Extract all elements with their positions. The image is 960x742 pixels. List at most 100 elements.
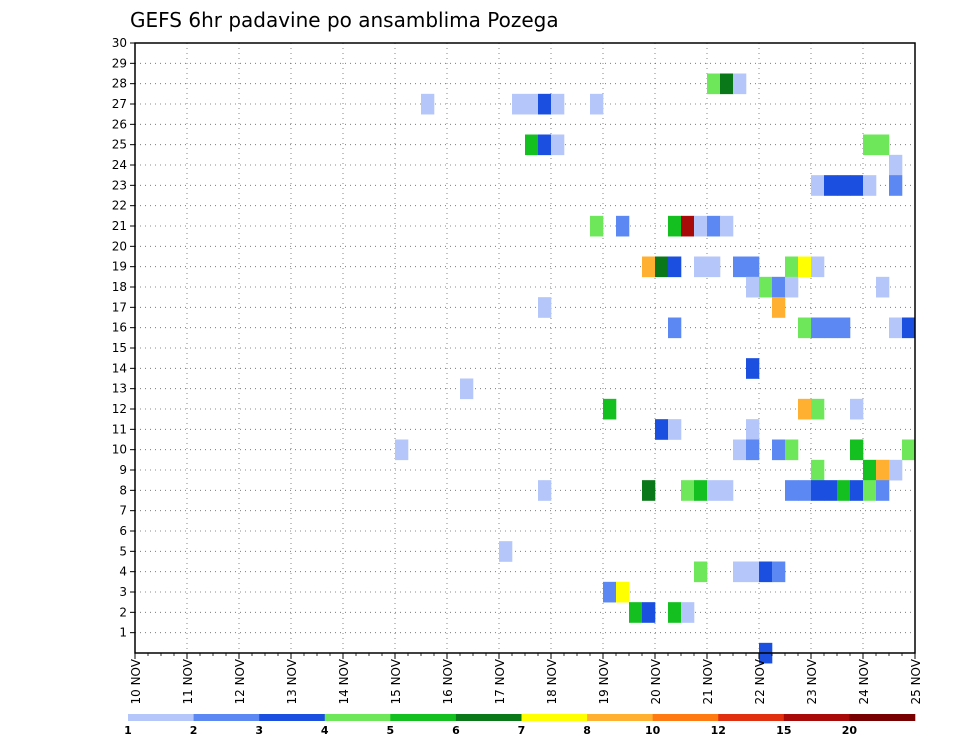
y-tick-label: 24 xyxy=(112,158,127,172)
y-tick-label: 2 xyxy=(119,605,127,619)
precip-cell xyxy=(902,317,916,339)
precip-cell xyxy=(863,459,877,481)
y-tick-label: 18 xyxy=(112,280,127,294)
x-tick-label: 19 NOV xyxy=(597,658,611,704)
precip-cell xyxy=(837,175,851,196)
precip-cell xyxy=(694,256,708,278)
precip-cell xyxy=(902,439,916,461)
precip-cell xyxy=(499,541,513,562)
legend-label: 8 xyxy=(583,724,591,737)
x-tick-label: 24 NOV xyxy=(857,658,871,704)
precip-cell xyxy=(798,256,812,278)
y-axis: 1234567891011121314151617181920212223242… xyxy=(112,36,135,640)
precip-cell xyxy=(694,561,708,583)
precip-cell xyxy=(707,256,721,278)
precip-cell xyxy=(525,134,539,156)
y-tick-label: 4 xyxy=(119,565,127,579)
precip-cell xyxy=(811,317,825,339)
y-tick-label: 15 xyxy=(112,341,127,355)
precip-cell xyxy=(746,439,760,461)
y-tick-label: 21 xyxy=(112,219,127,233)
precip-cell xyxy=(395,439,409,461)
precip-cell xyxy=(798,480,812,501)
precip-cell xyxy=(837,317,851,339)
legend-swatch xyxy=(128,714,194,721)
y-tick-label: 27 xyxy=(112,97,127,111)
y-tick-label: 28 xyxy=(112,77,127,91)
y-tick-label: 7 xyxy=(119,504,127,518)
precip-cell xyxy=(525,93,539,115)
precip-cell xyxy=(668,215,682,237)
precip-cell xyxy=(616,581,630,603)
precip-cell xyxy=(694,480,708,501)
precip-cell xyxy=(863,175,877,196)
legend-swatch xyxy=(587,714,653,721)
y-tick-label: 8 xyxy=(119,483,127,497)
x-tick-label: 16 NOV xyxy=(441,658,455,704)
precip-cell xyxy=(655,419,669,440)
legend-swatch xyxy=(455,714,522,721)
y-tick-label: 30 xyxy=(112,36,127,50)
precip-cell xyxy=(798,317,812,339)
y-tick-label: 17 xyxy=(112,300,127,314)
precip-cell xyxy=(772,439,786,461)
x-tick-label: 20 NOV xyxy=(649,658,663,704)
y-tick-label: 12 xyxy=(112,402,127,416)
precip-cell xyxy=(720,480,734,501)
y-tick-label: 9 xyxy=(119,463,127,477)
x-tick-label: 15 NOV xyxy=(389,658,403,704)
x-tick-label: 21 NOV xyxy=(701,658,715,704)
precip-cell xyxy=(681,215,695,237)
precip-cell xyxy=(538,297,552,318)
precip-cell xyxy=(603,398,617,420)
y-tick-label: 14 xyxy=(112,361,127,375)
y-tick-label: 23 xyxy=(112,178,127,192)
precip-cell xyxy=(811,175,825,196)
legend-label: 12 xyxy=(711,724,726,737)
y-tick-label: 16 xyxy=(112,321,127,335)
y-tick-label: 3 xyxy=(119,585,127,599)
precip-cell xyxy=(512,93,526,115)
x-tick-label: 14 NOV xyxy=(337,658,351,704)
precip-cell xyxy=(681,480,695,501)
precipitation-cells xyxy=(395,73,916,664)
precip-cell xyxy=(785,256,799,278)
legend-label: 5 xyxy=(387,724,395,737)
x-tick-label: 25 NOV xyxy=(909,658,923,704)
precip-cell xyxy=(707,73,721,95)
precip-cell xyxy=(876,276,890,298)
precip-cell xyxy=(746,276,760,298)
precip-cell xyxy=(668,419,682,440)
legend-swatch xyxy=(193,714,260,721)
precip-cell xyxy=(668,602,682,623)
precip-cell xyxy=(759,276,773,298)
legend-swatch xyxy=(259,714,326,721)
precip-cell xyxy=(733,73,747,95)
precip-cell xyxy=(733,561,747,583)
precip-cell xyxy=(850,480,864,501)
precip-cell xyxy=(798,398,812,420)
precip-cell xyxy=(538,134,552,156)
precip-cell xyxy=(876,480,890,501)
precip-cell xyxy=(889,459,903,481)
precip-cell xyxy=(642,480,656,501)
legend-label: 6 xyxy=(452,724,460,737)
x-tick-label: 10 NOV xyxy=(129,658,143,704)
precip-cell xyxy=(707,215,721,237)
legend-label: 15 xyxy=(776,724,791,737)
y-tick-label: 6 xyxy=(119,524,127,538)
precip-cell xyxy=(421,93,435,115)
precip-cell xyxy=(811,398,825,420)
legend-label: 2 xyxy=(190,724,198,737)
precip-cell xyxy=(616,215,630,237)
precip-cell xyxy=(811,459,825,481)
precip-cell xyxy=(811,480,825,501)
legend-swatch xyxy=(521,714,588,721)
precip-cell xyxy=(850,398,864,420)
y-tick-label: 22 xyxy=(112,199,127,213)
legend-label: 4 xyxy=(321,724,329,737)
y-tick-label: 29 xyxy=(112,56,127,70)
precip-cell xyxy=(811,256,825,278)
y-tick-label: 5 xyxy=(119,544,127,558)
